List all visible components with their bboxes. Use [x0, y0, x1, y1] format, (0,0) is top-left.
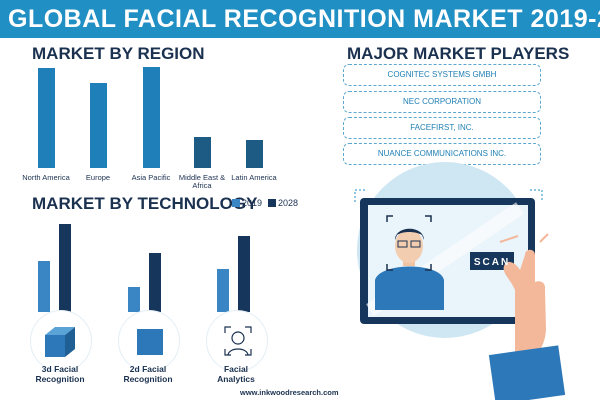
tech-bar-2019-0 — [38, 261, 50, 312]
face-scan-illustration — [354, 162, 566, 400]
player-item-cognitec: COGNITEC SYSTEMS GMBH — [343, 64, 541, 86]
page-title: GLOBAL FACIAL RECOGNITION MARKET 2019-20… — [8, 5, 600, 33]
region-bar-north-america — [37, 68, 55, 168]
tech-label-3d: 3d Facial Recognition — [35, 364, 85, 384]
tech-bar-2019-1 — [128, 286, 140, 312]
region-bar-europe — [89, 83, 107, 168]
scan-button: SCAN — [473, 257, 511, 268]
footer-url: www.inkwoodresearch.com — [240, 388, 339, 397]
region-heading: MARKET BY REGION — [32, 44, 205, 63]
legend-label-2028: 2028 — [278, 198, 299, 208]
technology-heading: MARKET BY TECHNOLOGY — [32, 194, 258, 213]
tech-label-2d: 2d Facial Recognition — [123, 364, 173, 384]
region-label: North America — [22, 173, 70, 182]
region-label: Asia Pacific — [131, 173, 171, 182]
player-item-facefirst: FACEFIRST, INC. — [343, 117, 541, 139]
legend-swatch-2028 — [268, 199, 276, 207]
region-label: Latin America — [231, 173, 277, 182]
tech-bar-2028-0 — [59, 224, 71, 312]
tech-bar-2028-2 — [238, 236, 250, 312]
scan-button-shape — [470, 252, 514, 270]
legend-label-2019: 2019 — [242, 198, 263, 208]
region-bar-latin-america — [245, 140, 263, 168]
tech-bar-2019-2 — [217, 268, 229, 312]
region-bar-middle-east-africa — [193, 137, 211, 168]
legend-item-2028: 2028 — [268, 198, 298, 208]
region-bar-asia-pacific — [142, 67, 160, 168]
player-item-nec: NEC CORPORATION — [343, 91, 541, 113]
tech-bar-2028-1 — [149, 252, 161, 312]
players-heading: MAJOR MARKET PLAYERS — [347, 44, 570, 63]
tech-label-analytics: Facial Analytics — [217, 364, 255, 384]
square-icon — [118, 310, 180, 372]
cube-icon — [30, 310, 92, 372]
region-label: Europe — [85, 173, 111, 182]
title-bar: GLOBAL FACIAL RECOGNITION MARKET 2019-20… — [0, 0, 600, 38]
legend-item-2019: 2019 — [232, 198, 262, 208]
legend-swatch-2019 — [232, 199, 240, 207]
face-analytics-icon — [206, 310, 268, 372]
region-label: Middle East & Africa — [178, 173, 226, 190]
